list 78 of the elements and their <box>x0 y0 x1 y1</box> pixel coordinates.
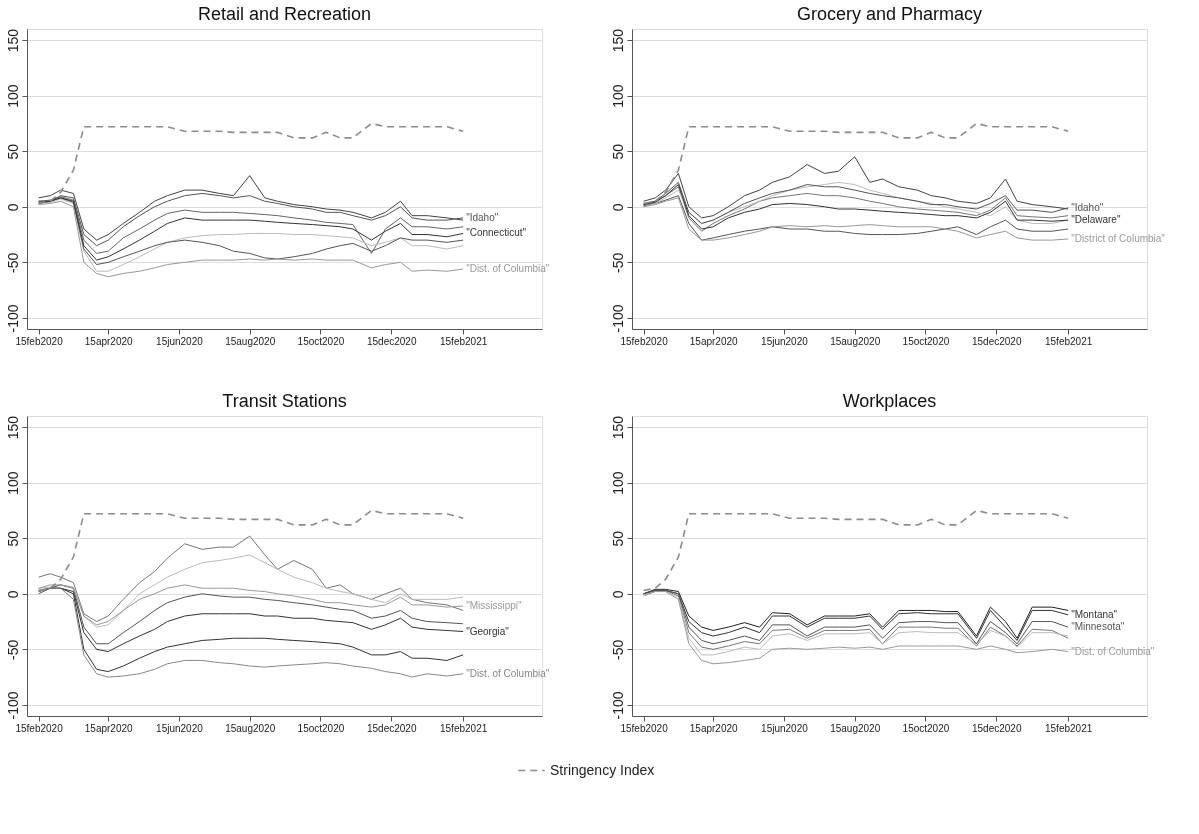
y-tick-label: 0 <box>609 203 626 212</box>
y-tick-label: 0 <box>609 590 626 599</box>
line-series <box>642 509 1069 592</box>
series-label: "Georgia" <box>466 625 510 637</box>
x-tick-label: 15oct2020 <box>297 722 345 734</box>
x-tick-label: 15aug2020 <box>830 335 881 347</box>
x-tick-label: 15dec2020 <box>971 722 1022 734</box>
y-tick-label: -50 <box>4 252 21 273</box>
series-label: "Dist. of Columbia" <box>466 667 550 679</box>
x-tick-label: 15jun2020 <box>156 335 204 347</box>
y-tick-label: 150 <box>609 28 626 53</box>
y-tick-label: 50 <box>4 530 21 547</box>
line-series <box>642 122 1069 205</box>
x-tick-label: 15jun2020 <box>761 722 809 734</box>
series-label: "Minnesota" <box>1071 621 1125 633</box>
series-label: "Dist. of Columbia" <box>466 263 550 274</box>
chart-title: Retail and Recreation <box>197 4 372 25</box>
series-label: "Mississippi" <box>466 600 523 611</box>
x-tick-label: 15apr2020 <box>84 722 134 734</box>
x-tick-label: 15jun2020 <box>761 335 809 347</box>
line-series <box>38 554 464 628</box>
series-label: "Delaware" <box>1071 214 1121 226</box>
y-tick-label: -50 <box>4 639 21 660</box>
x-tick-label: 15feb2020 <box>15 722 64 734</box>
line-series <box>37 122 464 205</box>
series-label: "Idaho" <box>466 211 499 223</box>
chart-title: Grocery and Pharmacy <box>796 4 983 25</box>
series-label: "Connecticut" <box>466 227 527 239</box>
y-tick-label: 100 <box>609 84 626 108</box>
y-tick-label: 50 <box>609 143 626 160</box>
chart-title: Workplaces <box>842 391 937 412</box>
x-tick-label: 15apr2020 <box>689 722 739 734</box>
series-label: "Idaho" <box>1071 201 1104 213</box>
series-label: "District of Columbia" <box>1071 233 1166 244</box>
y-tick-label: 0 <box>4 203 21 212</box>
y-tick-label: 150 <box>4 415 21 440</box>
y-tick-label: -100 <box>4 691 21 720</box>
y-tick-label: -100 <box>609 304 626 333</box>
x-tick-label: 15feb2021 <box>1044 722 1093 734</box>
x-tick-label: 15dec2020 <box>366 335 417 347</box>
x-tick-label: 15oct2020 <box>297 335 345 347</box>
series-label: "Dist. of Columbia" <box>1071 645 1155 657</box>
x-tick-label: 15apr2020 <box>689 335 739 347</box>
x-tick-label: 15feb2021 <box>439 722 488 734</box>
x-tick-label: 15feb2020 <box>620 722 669 734</box>
y-tick-label: 100 <box>4 84 21 108</box>
x-tick-label: 15dec2020 <box>971 335 1022 347</box>
chart-title: Transit Stations <box>222 391 347 412</box>
y-tick-label: 0 <box>4 590 21 599</box>
y-tick-label: 150 <box>4 28 21 53</box>
line-series <box>38 584 464 626</box>
line-series <box>38 175 464 241</box>
x-tick-label: 15oct2020 <box>902 335 950 347</box>
x-tick-label: 15feb2020 <box>15 335 64 347</box>
x-tick-label: 15dec2020 <box>366 722 417 734</box>
y-tick-label: 150 <box>609 415 626 440</box>
line-series <box>38 535 464 623</box>
y-tick-label: 50 <box>4 143 21 160</box>
y-tick-label: -50 <box>609 639 626 660</box>
legend-label: Stringency Index <box>550 761 655 778</box>
y-tick-label: -50 <box>609 252 626 273</box>
y-tick-label: 100 <box>4 471 21 495</box>
y-tick-label: -100 <box>609 691 626 720</box>
x-tick-label: 15jun2020 <box>156 722 204 734</box>
x-tick-label: 15aug2020 <box>225 722 276 734</box>
x-tick-label: 15feb2020 <box>620 335 669 347</box>
x-tick-label: 15aug2020 <box>830 722 881 734</box>
y-tick-label: 50 <box>609 530 626 547</box>
line-series <box>643 156 1069 219</box>
line-series <box>38 584 464 645</box>
x-tick-label: 15apr2020 <box>84 335 134 347</box>
y-tick-label: 100 <box>609 471 626 495</box>
x-tick-label: 15feb2021 <box>1044 335 1093 347</box>
series-label: "Montana" <box>1071 608 1118 620</box>
x-tick-label: 15aug2020 <box>225 335 276 347</box>
x-tick-label: 15feb2021 <box>439 335 488 347</box>
x-tick-label: 15oct2020 <box>902 722 950 734</box>
y-tick-label: -100 <box>4 304 21 333</box>
